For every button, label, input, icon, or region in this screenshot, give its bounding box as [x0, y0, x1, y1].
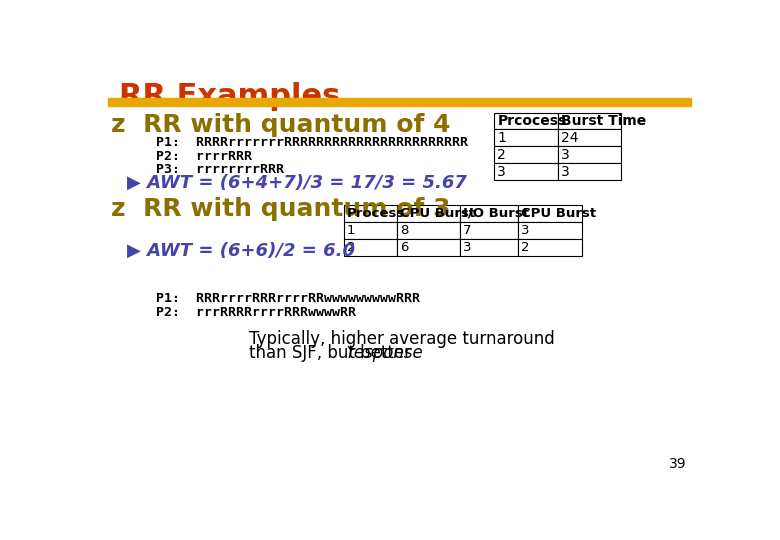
Text: 39: 39 [669, 457, 686, 471]
Bar [558, 112, 622, 130]
Text: P2:  rrrRRRRrrrrRRRwwwwRR: P2: rrrRRRRrrrrRRRwwwwRR [156, 306, 356, 319]
Text: I/O Burst: I/O Burst [463, 207, 530, 220]
Bar [558, 130, 622, 146]
Text: 2: 2 [521, 241, 530, 254]
Text: P1:  RRRRrrrrrrrRRRRRRRRRRRRRRRRRRRRRRR: P1: RRRRrrrrrrrRRRRRRRRRRRRRRRRRRRRRRR [156, 137, 468, 150]
Text: ▶ AWT = (6+4+7)/3 = 17/3 = 5.67: ▶ AWT = (6+4+7)/3 = 17/3 = 5.67 [127, 174, 466, 192]
Bar [460, 222, 519, 239]
Text: 7: 7 [463, 224, 472, 237]
Bar [495, 130, 558, 146]
Bar [519, 205, 582, 222]
Bar [519, 239, 582, 256]
Text: 8: 8 [399, 224, 408, 237]
Text: P1:  RRRrrrrRRRrrrrRRwwwwwwwwwRRR: P1: RRRrrrrRRRrrrrRRwwwwwwwwwRRR [156, 292, 420, 305]
Bar [519, 222, 582, 239]
Text: 3: 3 [498, 165, 506, 179]
Text: than SJF, but better: than SJF, but better [249, 343, 416, 362]
Bar [397, 239, 460, 256]
Text: 3: 3 [561, 165, 569, 179]
Bar [344, 205, 397, 222]
Text: 2: 2 [347, 241, 356, 254]
Text: 3: 3 [561, 148, 569, 162]
Text: Prcocess: Prcocess [498, 114, 566, 128]
Bar [397, 205, 460, 222]
Text: response: response [348, 343, 424, 362]
Bar [460, 239, 519, 256]
Text: Process: Process [347, 207, 406, 220]
Bar [558, 164, 622, 180]
Text: 1: 1 [498, 131, 506, 145]
Text: 1: 1 [347, 224, 356, 237]
Text: Burst Time: Burst Time [561, 114, 646, 128]
Bar [344, 239, 397, 256]
Bar [495, 164, 558, 180]
Bar [558, 146, 622, 164]
Text: 2: 2 [498, 148, 506, 162]
Text: 3: 3 [521, 224, 530, 237]
Bar [397, 222, 460, 239]
Text: P2:  rrrrRRR: P2: rrrrRRR [156, 150, 252, 163]
Text: z  RR with quantum of 3: z RR with quantum of 3 [112, 197, 451, 221]
Text: 6: 6 [399, 241, 408, 254]
Text: 24: 24 [561, 131, 579, 145]
Bar [495, 112, 558, 130]
Text: z  RR with quantum of 4: z RR with quantum of 4 [112, 113, 451, 137]
Bar [495, 146, 558, 164]
Bar [344, 222, 397, 239]
Text: RR Examples: RR Examples [119, 82, 341, 111]
Bar [460, 205, 519, 222]
Text: Typically, higher average turnaround: Typically, higher average turnaround [249, 330, 555, 348]
Text: 3: 3 [463, 241, 472, 254]
Text: P3:  rrrrrrrrRRR: P3: rrrrrrrrRRR [156, 163, 284, 176]
Text: CPU Burst: CPU Burst [399, 207, 475, 220]
Text: CPU Burst: CPU Burst [521, 207, 597, 220]
Text: ▶ AWT = (6+6)/2 = 6.0: ▶ AWT = (6+6)/2 = 6.0 [127, 242, 355, 260]
Bar [108, 98, 691, 106]
